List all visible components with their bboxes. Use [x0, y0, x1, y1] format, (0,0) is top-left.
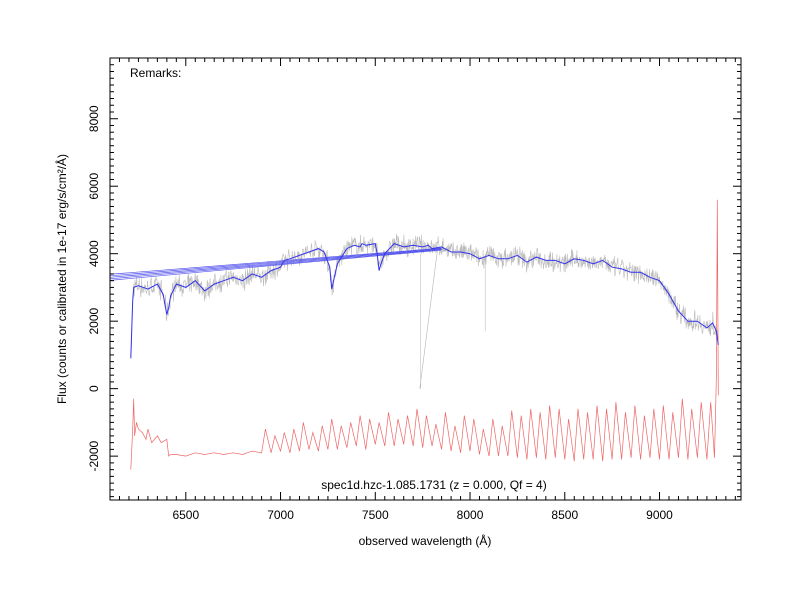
model-band-line [109, 249, 442, 280]
remarks-annotation: Remarks: [130, 66, 181, 80]
smoothed-spectrum-line [130, 242, 719, 359]
x-tick-label: 8500 [551, 508, 578, 522]
x-tick-label: 7000 [267, 508, 294, 522]
y-tick-label: -2000 [87, 440, 101, 471]
x-axis-title: observed wavelength (Å) [359, 533, 492, 548]
axis-ticks [109, 57, 741, 500]
raw-spectrum-series [130, 233, 719, 389]
tick-labels: 6500 7000 7500 8000 8500 9000 -2000 0 2000 4000 60… [87, 105, 673, 522]
model-band-line [109, 247, 442, 275]
model-band-line [109, 248, 442, 278]
model-band-line [109, 249, 442, 281]
error-spectrum-line [130, 199, 719, 470]
y-tick-label: 6000 [87, 173, 101, 200]
x-tick-label: 7500 [362, 508, 389, 522]
x-tick-label: 8000 [457, 508, 484, 522]
y-tick-label: 0 [87, 385, 101, 392]
y-axis-title: Flux (counts or calibrated in 1e-17 erg/… [54, 154, 69, 404]
smoothed-spectrum-series [130, 242, 719, 359]
y-tick-label: 8000 [87, 105, 101, 132]
model-band-lines [109, 247, 442, 281]
y-tick-label: 4000 [87, 240, 101, 267]
model-band-line [109, 248, 442, 277]
spectrum-caption: spec1d.hzc-1.085.1731 (z = 0.000, Qf = 4… [321, 478, 546, 492]
x-tick-label: 6500 [172, 508, 199, 522]
plot-frame [109, 57, 742, 501]
raw-gap-line [419, 246, 439, 389]
error-spectrum-series [130, 199, 719, 470]
x-tick-label: 9000 [646, 508, 673, 522]
y-tick-label: 2000 [87, 308, 101, 335]
